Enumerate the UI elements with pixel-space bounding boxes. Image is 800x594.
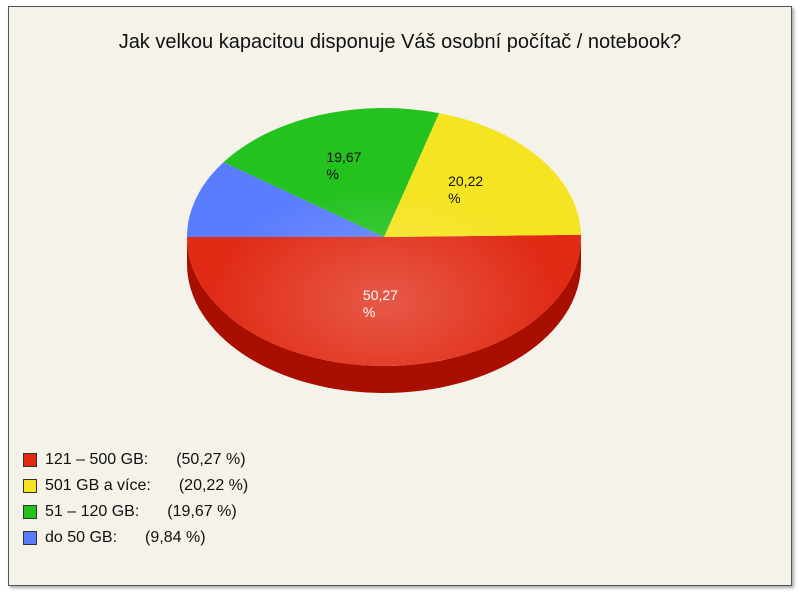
pie-labels: 50,27 % 20,22 % 19,67% bbox=[326, 149, 483, 320]
legend-pct-2: (19,67 %) bbox=[167, 503, 237, 520]
pie-chart: 50,27 % 20,22 % 19,67% bbox=[187, 107, 581, 393]
slice-label-1: 20,22% bbox=[448, 173, 483, 206]
legend-swatch-3 bbox=[23, 531, 37, 545]
legend-label-1: 501 GB a více: bbox=[45, 477, 151, 494]
legend-pct-1: (20,22 %) bbox=[178, 477, 249, 494]
legend-item-2: 51 – 120 GB: (19,67 %) bbox=[23, 499, 248, 525]
legend-swatch-0 bbox=[23, 453, 37, 467]
legend-pct-0: (50,27 %) bbox=[176, 451, 246, 468]
chart-title: Jak velkou kapacitou disponuje Váš osobn… bbox=[118, 31, 682, 53]
legend-swatch-1 bbox=[23, 479, 37, 493]
legend-item-1: 501 GB a více: (20,22 %) bbox=[23, 473, 248, 499]
pie-side-0-0 bbox=[187, 237, 581, 393]
legend-pct-3: (9,84 %) bbox=[145, 529, 206, 546]
pie-highlight bbox=[187, 108, 581, 366]
chart-frame: Jak velkou kapacitou disponuje Váš osobn… bbox=[8, 6, 792, 586]
legend-swatch-2 bbox=[23, 505, 37, 519]
legend-item-0: 121 – 500 GB: (50,27 %) bbox=[23, 447, 248, 473]
legend-item-3: do 50 GB: (9,84 %) bbox=[23, 525, 248, 551]
slice-label-0: 50,27% bbox=[363, 287, 398, 320]
pie-top bbox=[187, 107, 581, 366]
legend-label-0: 121 – 500 GB: bbox=[45, 451, 149, 468]
legend-label-2: 51 – 120 GB: bbox=[45, 503, 140, 520]
legend: 121 – 500 GB: (50,27 %) 501 GB a více: (20,… bbox=[23, 447, 248, 551]
slice-label-2: 19,67% bbox=[326, 149, 361, 182]
pie-side bbox=[187, 237, 581, 393]
legend-label-3: do 50 GB: bbox=[45, 529, 118, 546]
